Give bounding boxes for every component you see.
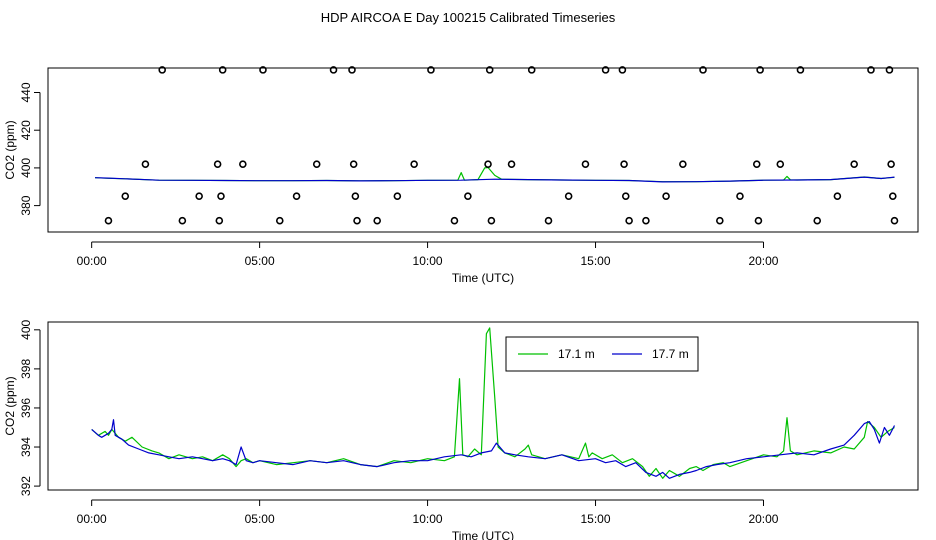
calibration-point xyxy=(601,66,610,74)
y-axis-label: CO2 (ppm) xyxy=(3,376,17,435)
calibration-point xyxy=(312,160,321,168)
calibration-point xyxy=(410,160,418,168)
calibration-point xyxy=(348,66,356,74)
calibration-point xyxy=(679,160,687,168)
calibration-point xyxy=(618,66,627,74)
calibration-point xyxy=(581,160,590,168)
calibration-point xyxy=(217,192,225,200)
calibration-point xyxy=(329,66,338,74)
calibration-point xyxy=(889,192,897,200)
calibration-point xyxy=(353,216,361,225)
x-tick-label: 00:00 xyxy=(77,512,107,526)
calibration-point xyxy=(756,66,764,74)
calibration-point xyxy=(754,216,763,225)
calibration-point xyxy=(349,160,358,168)
calibration-point xyxy=(776,160,785,168)
x-tick-label: 15:00 xyxy=(581,254,611,268)
y-tick-label: 396 xyxy=(19,398,33,418)
calibration-point xyxy=(487,216,496,225)
calibration-point xyxy=(158,66,167,74)
calibration-point xyxy=(867,66,875,74)
calibration-point xyxy=(218,66,227,74)
calibration-point xyxy=(215,216,224,225)
x-tick-label: 20:00 xyxy=(748,512,778,526)
y-tick-label: 440 xyxy=(19,82,33,102)
calibration-point xyxy=(427,66,435,74)
y-tick-label: 420 xyxy=(19,120,33,140)
legend-entry: 17.7 m xyxy=(652,347,689,361)
legend-entry: 17.1 m xyxy=(558,347,595,361)
calibration-point xyxy=(625,216,633,225)
calibration-point xyxy=(213,160,222,168)
calibration-point xyxy=(642,216,650,225)
calibration-point xyxy=(890,216,899,225)
calibration-point xyxy=(485,66,494,74)
bottom-panel: 00:00 05:00 10:00 15:00 20:00 Time (UTC) 392 39… xyxy=(3,319,919,540)
plot-frame xyxy=(47,67,919,233)
calibration-point xyxy=(887,160,895,168)
calibration-point xyxy=(736,192,744,200)
calibration-point xyxy=(239,160,247,168)
x-tick-label: 15:00 xyxy=(581,512,611,526)
x-tick-label: 10:00 xyxy=(413,512,443,526)
calibration-point xyxy=(178,216,187,225)
x-tick-label: 00:00 xyxy=(77,254,107,268)
x-tick-label: 10:00 xyxy=(413,254,443,268)
calibration-point xyxy=(796,66,805,74)
calibration-point xyxy=(464,192,472,200)
series-17-1m-line xyxy=(91,327,895,479)
calibration-point xyxy=(620,160,628,168)
calibration-point xyxy=(195,192,203,200)
series-17-7m-line xyxy=(91,419,896,479)
plot-frame xyxy=(47,321,919,491)
calibration-point xyxy=(351,192,360,200)
y-tick-label: 400 xyxy=(19,158,33,178)
calibration-point xyxy=(104,216,113,225)
y-tick-label: 398 xyxy=(19,359,33,379)
calibration-point xyxy=(716,216,724,225)
calibration-point xyxy=(885,66,894,74)
y-tick-label: 380 xyxy=(19,195,33,215)
x-axis-label: Time (UTC) xyxy=(452,529,514,540)
y-tick-label: 400 xyxy=(19,319,33,339)
calibration-point xyxy=(393,192,402,200)
calibration-point xyxy=(850,160,858,168)
calibration-point xyxy=(141,160,150,168)
y-tick-label: 392 xyxy=(19,476,33,496)
x-tick-label: 05:00 xyxy=(245,512,275,526)
y-tick-label: 394 xyxy=(19,437,33,457)
top-panel: 00:00 05:00 10:00 15:00 20:00 Time (UTC) 380 40… xyxy=(3,66,919,285)
calibration-point xyxy=(662,192,670,200)
page-title: HDP AIRCOA E Day 100215 Calibrated Times… xyxy=(320,10,616,25)
calibration-point xyxy=(544,216,553,225)
x-tick-label: 05:00 xyxy=(245,254,275,268)
calibration-point xyxy=(373,216,381,225)
calibration-point xyxy=(527,66,536,74)
calibration-point xyxy=(259,66,267,74)
legend: 17.1 m 17.7 m xyxy=(505,336,699,372)
calibration-point xyxy=(121,192,130,200)
calibration-point xyxy=(484,160,492,168)
calibration-point xyxy=(813,216,822,225)
calibration-point xyxy=(507,160,516,168)
calibration-point xyxy=(752,160,761,168)
x-axis-label: Time (UTC) xyxy=(452,271,514,285)
y-axis-label: CO2 (ppm) xyxy=(3,120,17,179)
calibration-point xyxy=(833,192,842,200)
calibration-point xyxy=(564,192,573,200)
calibration-point xyxy=(621,192,630,200)
calibration-point xyxy=(699,66,707,74)
series-17-7m-line xyxy=(94,176,895,183)
x-tick-label: 20:00 xyxy=(748,254,778,268)
calibration-point xyxy=(450,216,459,225)
calibration-point xyxy=(275,216,284,225)
calibration-point xyxy=(292,192,301,200)
